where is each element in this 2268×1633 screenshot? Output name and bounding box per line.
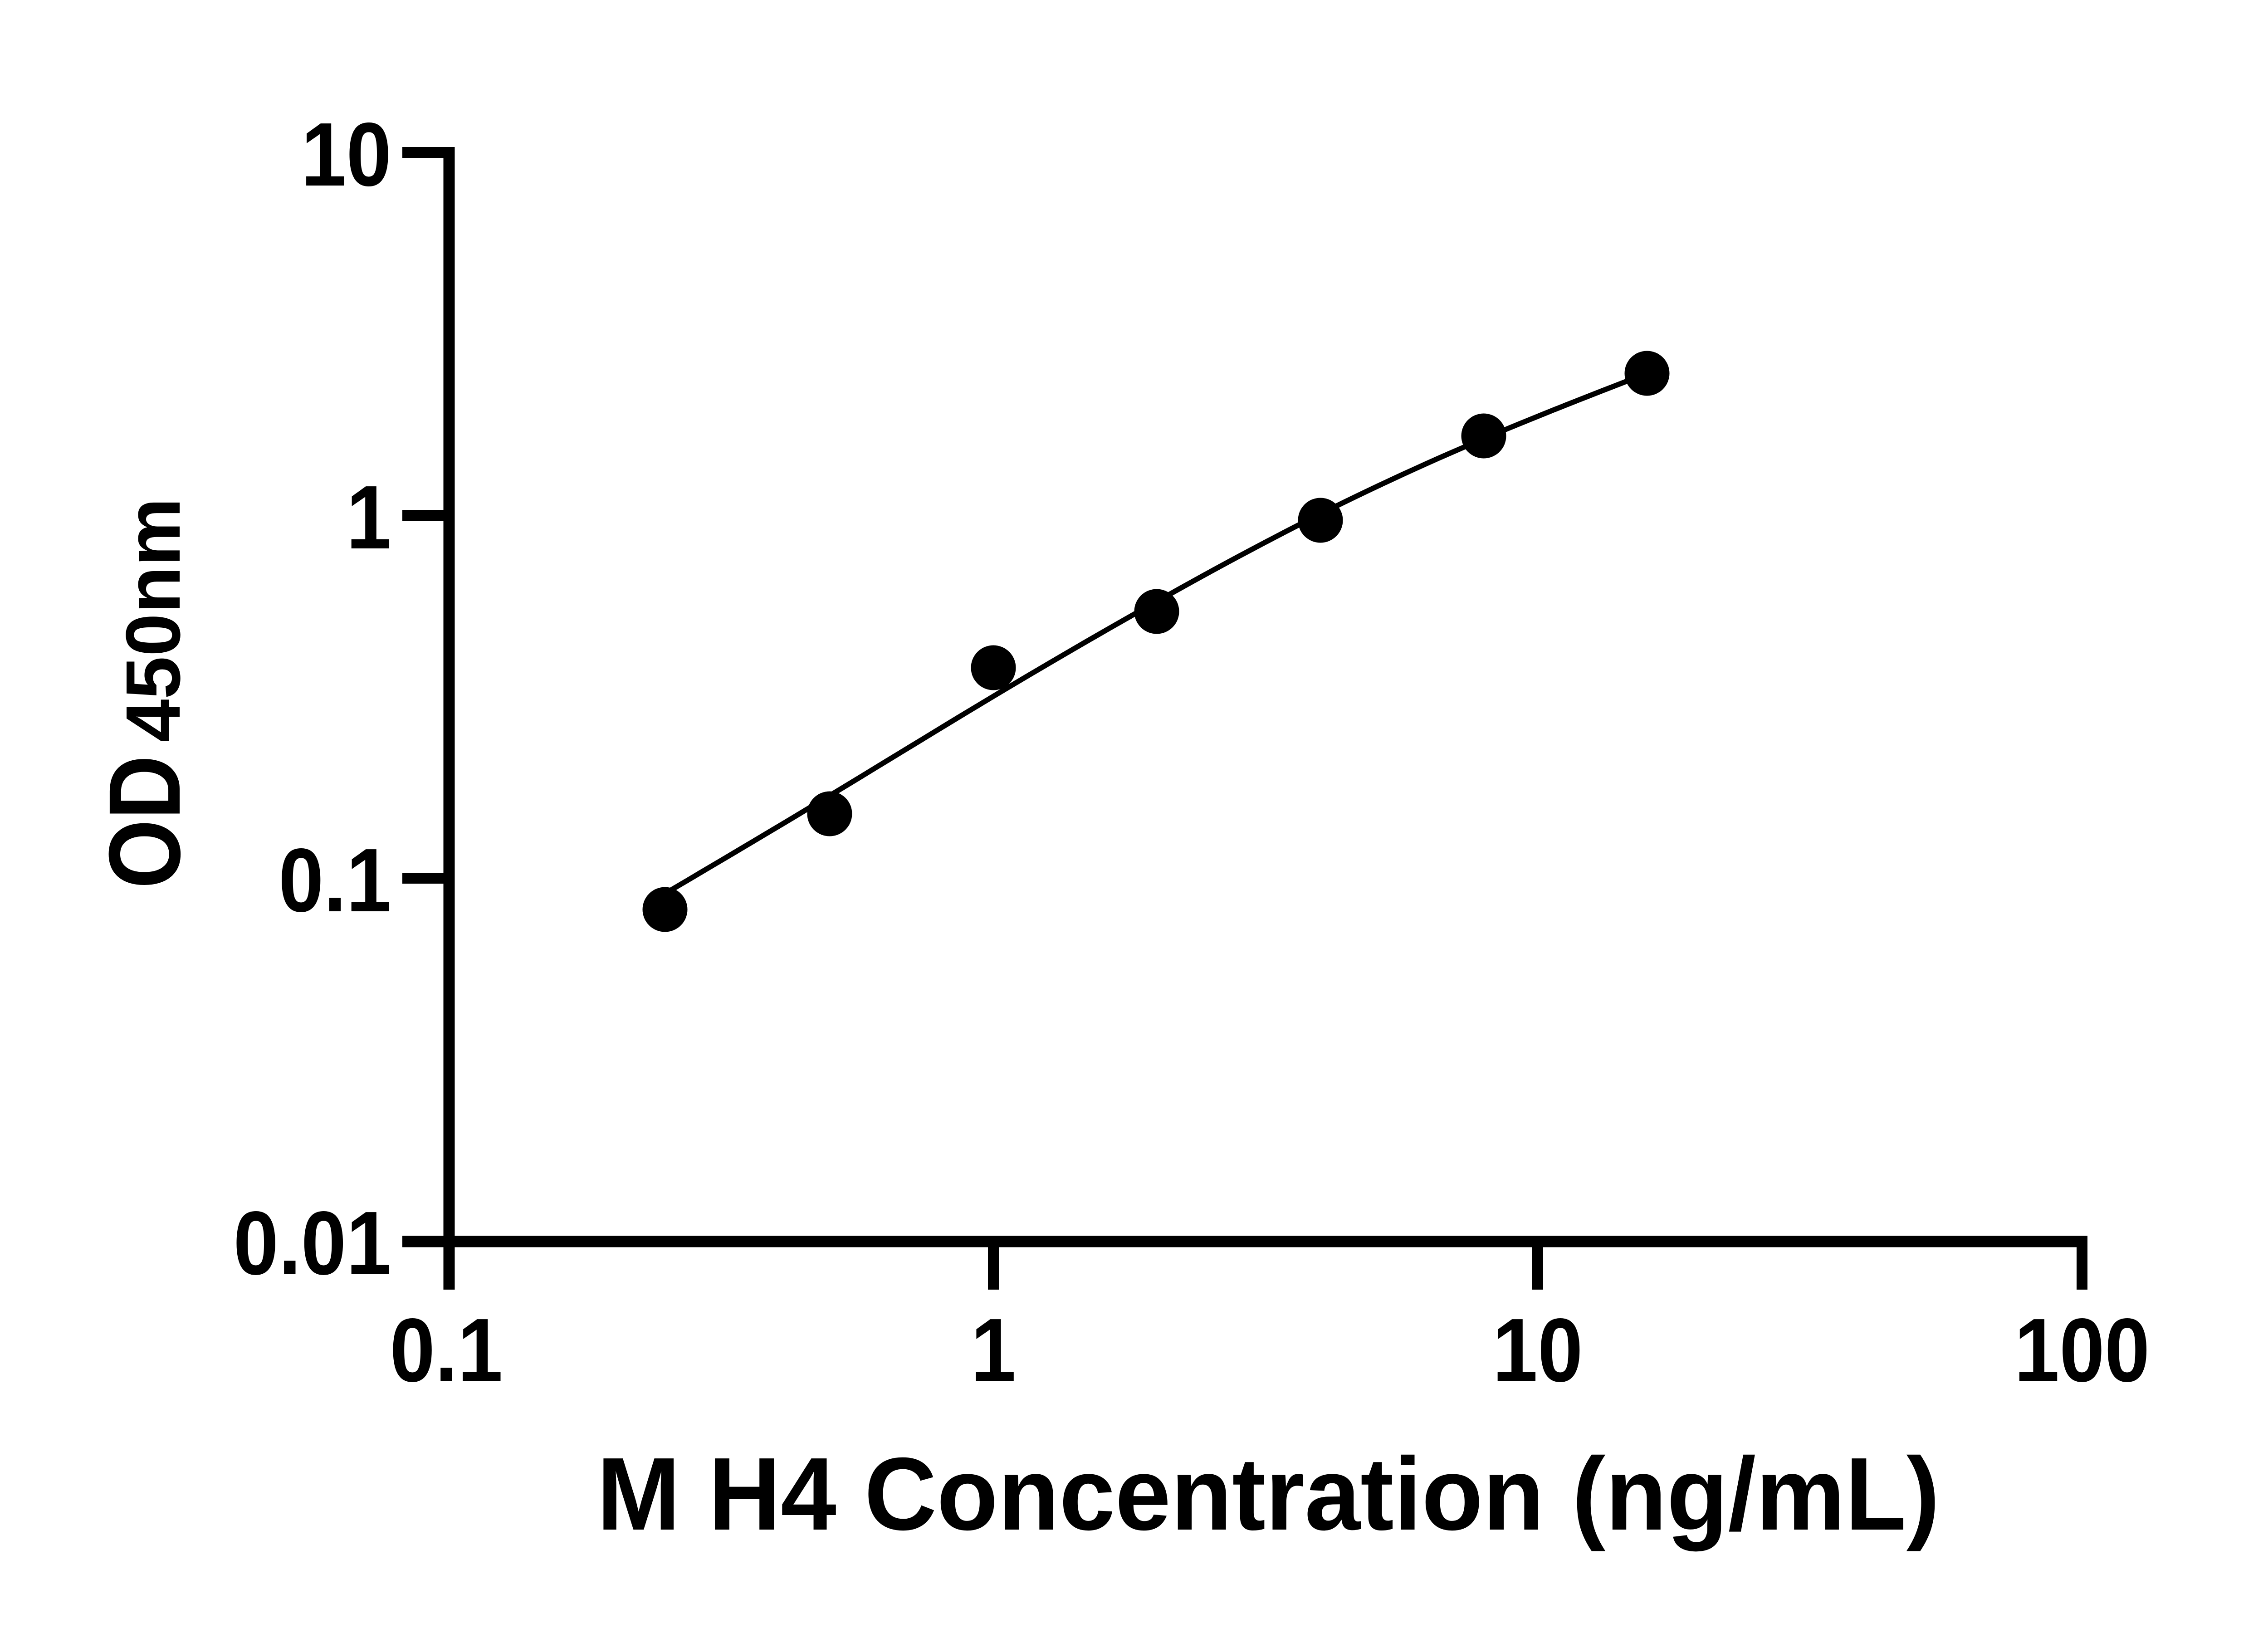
svg-text:1: 1	[346, 467, 391, 568]
svg-text:0.1: 0.1	[279, 830, 391, 931]
svg-text:0.1: 0.1	[390, 1300, 503, 1401]
svg-text:450nm: 450nm	[110, 498, 196, 742]
svg-text:1: 1	[971, 1300, 1016, 1401]
svg-text:10: 10	[1492, 1300, 1583, 1401]
svg-text:100: 100	[2014, 1300, 2150, 1401]
svg-text:M H4 Concentration (ng/mL): M H4 Concentration (ng/mL)	[597, 1436, 1940, 1552]
svg-text:OD: OD	[88, 755, 201, 889]
svg-text:0.01: 0.01	[233, 1193, 391, 1294]
svg-text:10: 10	[301, 104, 391, 205]
